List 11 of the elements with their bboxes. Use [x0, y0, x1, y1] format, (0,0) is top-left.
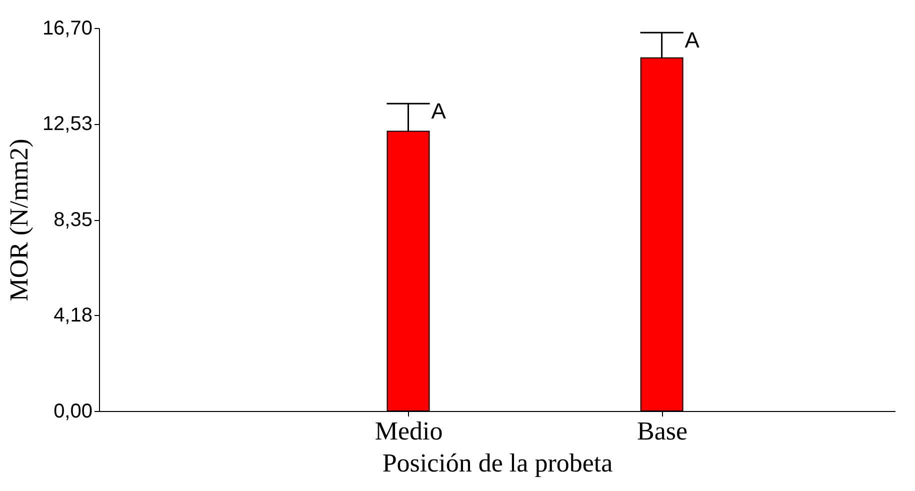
y-tick-label: 16,70 [42, 18, 92, 40]
y-tick-label: 0,00 [54, 400, 92, 422]
y-tick-label: 8,35 [54, 209, 92, 231]
x-tick-label: Medio [374, 416, 443, 446]
annotation: A [684, 28, 700, 53]
annotation: A [431, 98, 446, 124]
y-axis-title: MOR (N/mm2) [4, 138, 34, 302]
y-tick-label: 4,18 [54, 304, 92, 327]
x-axis-title: Posición de la probeta [382, 448, 614, 478]
x-tick-label: Base [637, 416, 688, 446]
y-tick-label: 12,53 [42, 113, 92, 136]
